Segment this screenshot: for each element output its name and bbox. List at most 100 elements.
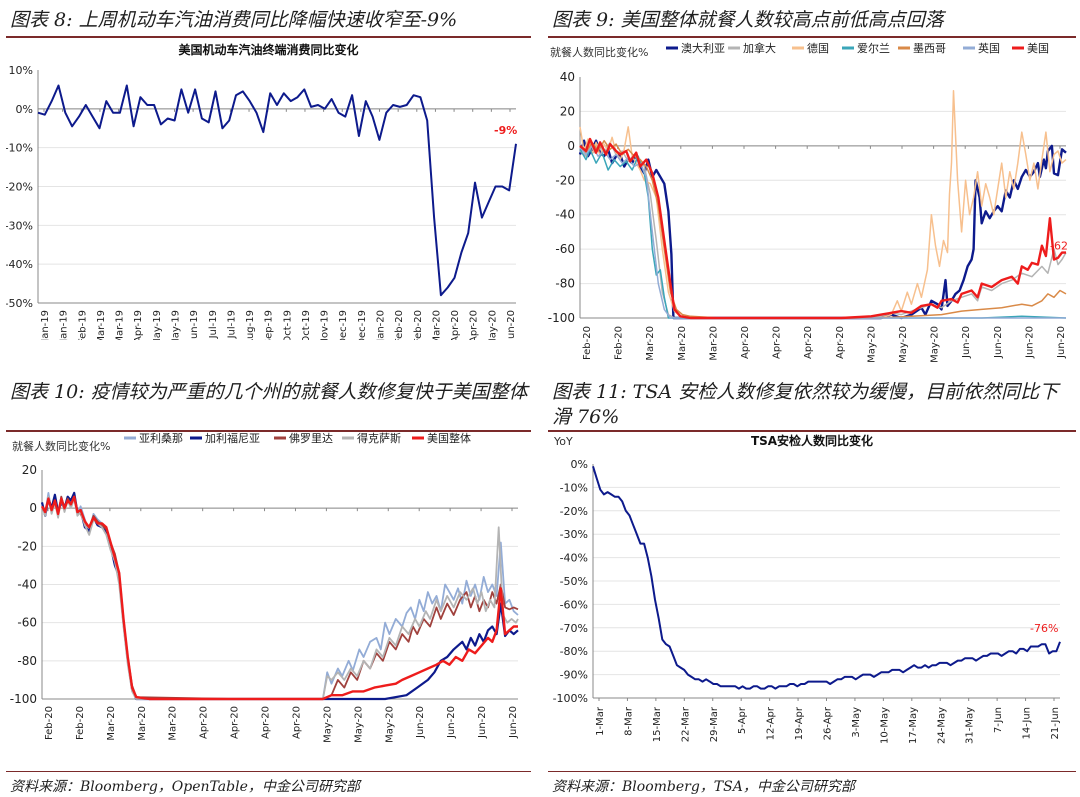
series-line-美国整体 bbox=[40, 495, 518, 701]
y-tick-label: -80 bbox=[555, 277, 575, 291]
x-tick-label: 8-Mar bbox=[623, 706, 634, 736]
x-tick-label: May-19 bbox=[170, 310, 181, 340]
x-tick-label: Mar-20 bbox=[137, 706, 148, 741]
y-tick-label: -80% bbox=[560, 645, 588, 658]
chart10-heading: 图表 10: 疫情较为严重的几个州的就餐人数修复快于美国整体 bbox=[10, 381, 528, 403]
chart11-heading-rule bbox=[548, 430, 1076, 432]
x-tick-label: 5-Apr bbox=[737, 706, 748, 734]
x-tick-label: May-19 bbox=[152, 310, 163, 340]
x-tick-label: Jul-19 bbox=[208, 310, 219, 339]
right-footer-rule bbox=[548, 771, 1076, 772]
chart9-dining-countries: 就餐人数同比变化% 40 20 0 -20 -40 -60 -80 -100 Feb-20 Feb-… bbox=[548, 41, 1068, 363]
x-tick-label: Apr-20 bbox=[835, 326, 846, 359]
series-line-得克萨斯 bbox=[41, 495, 519, 700]
x-tick-label: Jun-20 bbox=[506, 310, 517, 340]
x-tick-label: Jun-20 bbox=[477, 706, 488, 739]
x-tick-label: Mar-20 bbox=[106, 706, 117, 741]
y-axis-label: 就餐人数同比变化% bbox=[550, 45, 648, 59]
y-tick-label: -90% bbox=[560, 669, 588, 682]
series-line-墨西哥 bbox=[579, 139, 1067, 319]
x-tick-label: Feb-20 bbox=[614, 326, 625, 360]
y-tick-label: 0% bbox=[571, 458, 588, 471]
legend-label: 英国 bbox=[978, 41, 1000, 55]
x-tick-label: Oct-19 bbox=[301, 310, 312, 340]
x-tick-label: Mar-20 bbox=[677, 326, 688, 361]
x-tick-label: Apr-20 bbox=[740, 326, 751, 359]
x-tick-label: 14-Jun bbox=[1022, 707, 1033, 740]
x-tick-label: May-20 bbox=[353, 706, 364, 743]
x-tick-label: Jan-19 bbox=[59, 310, 70, 340]
legend-label: 美国整体 bbox=[427, 432, 471, 445]
x-tick-label: Aug-19 bbox=[245, 310, 256, 340]
x-tick-label: Oct-19 bbox=[282, 310, 293, 340]
y-tick-label: -80 bbox=[17, 654, 37, 668]
x-tick-label: Feb-20 bbox=[75, 706, 86, 740]
y-axis-label: 就餐人数同比变化% bbox=[12, 439, 110, 453]
series-line-main bbox=[37, 84, 517, 297]
x-tick-label: Nov-19 bbox=[320, 310, 331, 340]
y-tick-label: -30% bbox=[560, 528, 588, 541]
x-tick-label: Apr-20 bbox=[291, 706, 302, 739]
x-tick-label: Jan-19 bbox=[40, 310, 51, 340]
x-tick-label: Mar-19 bbox=[96, 310, 107, 340]
x-tick-label: Jun-20 bbox=[415, 706, 426, 739]
chart9-heading: 图表 9: 美国整体就餐人数较高点前低高点回落 bbox=[552, 9, 944, 31]
x-tick-label: 12-Apr bbox=[766, 706, 777, 740]
x-tick-label: Apr-20 bbox=[469, 310, 480, 340]
y-tick-label: 0 bbox=[567, 139, 575, 153]
chart9-heading-rule bbox=[548, 36, 1076, 38]
chart8-heading-rule bbox=[6, 36, 531, 38]
y-tick-label: -50% bbox=[6, 297, 33, 310]
legend-label: 爱尔兰 bbox=[857, 42, 890, 55]
x-tick-label: Apr-20 bbox=[803, 326, 814, 359]
y-tick-label: 0 bbox=[29, 501, 37, 515]
x-tick-label: Mar-19 bbox=[115, 310, 126, 340]
x-tick-label: 10-May bbox=[879, 707, 890, 744]
x-tick-label: Apr-20 bbox=[450, 310, 461, 340]
x-tick-label: Feb-19 bbox=[77, 310, 88, 340]
y-tick-label: 0% bbox=[16, 103, 33, 116]
chart8-gasoline-consumption: 美国机动车汽油终端消费同比变化 10% 0% -10% -20% -30% -40% -50%… bbox=[6, 42, 517, 340]
x-tick-label: May-20 bbox=[322, 706, 333, 743]
data-label-annotation: -76% bbox=[1030, 622, 1058, 635]
x-tick-label: Jun-20 bbox=[446, 706, 457, 739]
y-tick-label: -40 bbox=[555, 208, 575, 222]
legend-label: 亚利桑那 bbox=[139, 432, 183, 445]
x-tick-label: Dec-19 bbox=[338, 310, 349, 340]
legend-label: 得克萨斯 bbox=[357, 432, 401, 445]
x-tick-label: Apr-20 bbox=[772, 326, 783, 359]
y-tick-label: 10% bbox=[9, 64, 33, 77]
legend-label: 墨西哥 bbox=[913, 42, 946, 55]
left-footer-rule bbox=[6, 771, 531, 772]
y-tick-label: -20 bbox=[555, 173, 575, 187]
x-tick-label: Feb-20 bbox=[582, 326, 593, 360]
left-source-note: 资料来源：Bloomberg，OpenTable，中金公司研究部 bbox=[10, 779, 360, 795]
x-tick-label: 31-May bbox=[965, 707, 976, 744]
y-tick-label: -40 bbox=[17, 578, 37, 592]
series-line-美国 bbox=[579, 137, 1066, 320]
y-tick-label: -20 bbox=[17, 539, 37, 553]
x-tick-label: May-20 bbox=[384, 706, 395, 743]
x-tick-label: 26-Apr bbox=[823, 706, 834, 740]
x-tick-label: Apr-20 bbox=[261, 706, 272, 739]
chart8-heading: 图表 8: 上周机动车汽油消费同比降幅快速收窄至-9% bbox=[10, 9, 458, 31]
x-tick-label: 17-May bbox=[908, 707, 919, 744]
y-tick-label: -60 bbox=[555, 242, 575, 256]
legend-label: 澳大利亚 bbox=[681, 41, 725, 55]
x-tick-label: 24-May bbox=[936, 707, 947, 744]
x-tick-label: 19-Apr bbox=[794, 706, 805, 740]
x-tick-label: Jun-20 bbox=[993, 326, 1004, 359]
x-tick-label: May-20 bbox=[487, 310, 498, 340]
x-tick-label: Feb-20 bbox=[413, 310, 424, 340]
y-tick-label: -60% bbox=[560, 598, 588, 611]
y-tick-label: -10% bbox=[560, 481, 588, 494]
data-label-annotation: -62 bbox=[1050, 240, 1068, 253]
right-source-note: 资料来源：Bloomberg，TSA，中金公司研究部 bbox=[552, 779, 855, 795]
x-tick-label: 1-Mar bbox=[595, 706, 606, 736]
x-tick-label: 21-Jun bbox=[1050, 707, 1061, 740]
series-line-德国 bbox=[579, 90, 1067, 319]
x-tick-label: 3-May bbox=[851, 707, 862, 738]
x-tick-label: Apr-19 bbox=[133, 310, 144, 340]
legend-label: 佛罗里达 bbox=[289, 432, 333, 445]
y-tick-label: -60 bbox=[17, 616, 37, 630]
